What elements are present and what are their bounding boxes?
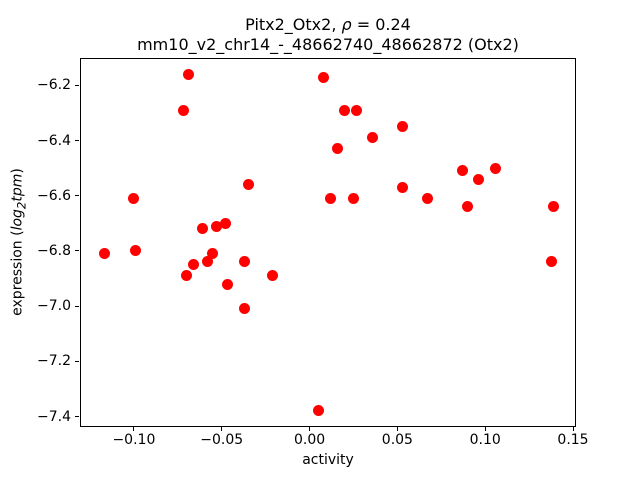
data-point bbox=[128, 192, 140, 204]
data-point bbox=[242, 179, 254, 191]
data-point bbox=[219, 217, 231, 229]
y-tick-label: −6.4 bbox=[37, 132, 71, 149]
y-axis-label-sub2: 2 bbox=[14, 201, 29, 210]
data-point bbox=[490, 162, 502, 174]
data-point bbox=[397, 121, 409, 133]
y-axis-label-suffix: ) bbox=[9, 168, 26, 174]
y-tick-mark bbox=[75, 305, 79, 307]
data-point bbox=[397, 181, 409, 193]
data-point bbox=[318, 71, 330, 83]
x-tick-label: −0.05 bbox=[200, 432, 244, 448]
x-tick-label: 0.10 bbox=[469, 432, 501, 448]
y-tick-label: −7.4 bbox=[37, 408, 71, 425]
y-tick-mark bbox=[75, 140, 79, 142]
x-tick-mark bbox=[309, 427, 311, 431]
y-axis-label-math: log2tpm bbox=[9, 173, 29, 231]
data-point bbox=[347, 192, 359, 204]
y-tick-label: −7.2 bbox=[37, 353, 71, 370]
data-point bbox=[181, 270, 193, 282]
data-point bbox=[239, 303, 251, 315]
title-rho-symbol: ρ bbox=[341, 15, 352, 34]
chart-title-line1: Pitx2_Otx2, ρ = 0.24 bbox=[80, 15, 576, 35]
y-tick-label: −7.0 bbox=[37, 298, 71, 315]
y-tick-mark bbox=[75, 360, 79, 362]
x-tick-mark bbox=[396, 427, 398, 431]
y-tick-label: −6.6 bbox=[37, 187, 71, 204]
data-point bbox=[367, 132, 379, 144]
data-point bbox=[207, 248, 219, 260]
data-point bbox=[130, 245, 142, 257]
data-point bbox=[98, 248, 110, 260]
x-tick-label: 0.00 bbox=[293, 432, 326, 448]
data-point bbox=[421, 192, 433, 204]
data-point bbox=[182, 68, 194, 80]
x-axis-label: activity bbox=[302, 452, 354, 468]
data-point bbox=[177, 104, 189, 116]
data-point bbox=[221, 278, 233, 290]
x-tick-label: 0.05 bbox=[381, 432, 413, 448]
data-point bbox=[351, 104, 363, 116]
y-tick-label: −6.8 bbox=[37, 242, 71, 259]
x-tick-mark bbox=[484, 427, 486, 431]
y-tick-mark bbox=[75, 195, 79, 197]
data-point bbox=[472, 173, 484, 185]
data-point bbox=[239, 256, 251, 268]
data-point bbox=[196, 223, 208, 235]
y-tick-mark bbox=[75, 250, 79, 252]
data-point bbox=[546, 256, 558, 268]
x-tick-label: 0.15 bbox=[557, 432, 589, 448]
y-tick-mark bbox=[75, 84, 79, 86]
x-tick-mark bbox=[133, 427, 135, 431]
data-point bbox=[325, 192, 337, 204]
title-prefix: Pitx2_Otx2, bbox=[245, 15, 342, 34]
x-tick-mark bbox=[221, 427, 223, 431]
data-point bbox=[312, 405, 324, 417]
data-point bbox=[456, 165, 468, 177]
y-axis-label-log: log bbox=[9, 209, 26, 231]
chart-title-line2: mm10_v2_chr14_-_48662740_48662872 (Otx2) bbox=[137, 35, 519, 54]
y-axis-label-prefix: expression ( bbox=[9, 230, 26, 316]
y-axis-label-tpm: tpm bbox=[9, 173, 26, 202]
data-point bbox=[339, 104, 351, 116]
y-tick-mark bbox=[75, 416, 79, 417]
y-tick-label: −6.2 bbox=[37, 77, 71, 94]
plot-area bbox=[80, 58, 576, 427]
data-point bbox=[188, 259, 200, 271]
data-point bbox=[202, 256, 214, 268]
x-tick-label: −0.10 bbox=[112, 432, 156, 448]
title-suffix: = 0.24 bbox=[351, 15, 411, 34]
data-point bbox=[267, 270, 279, 282]
data-point bbox=[548, 201, 560, 213]
data-point bbox=[210, 220, 222, 232]
data-point bbox=[332, 143, 344, 155]
x-tick-mark bbox=[572, 427, 574, 431]
data-point bbox=[462, 201, 474, 213]
chart-title: Pitx2_Otx2, ρ = 0.24 mm10_v2_chr14_-_486… bbox=[80, 15, 576, 55]
y-axis-label: expression (log2tpm) bbox=[10, 168, 29, 316]
